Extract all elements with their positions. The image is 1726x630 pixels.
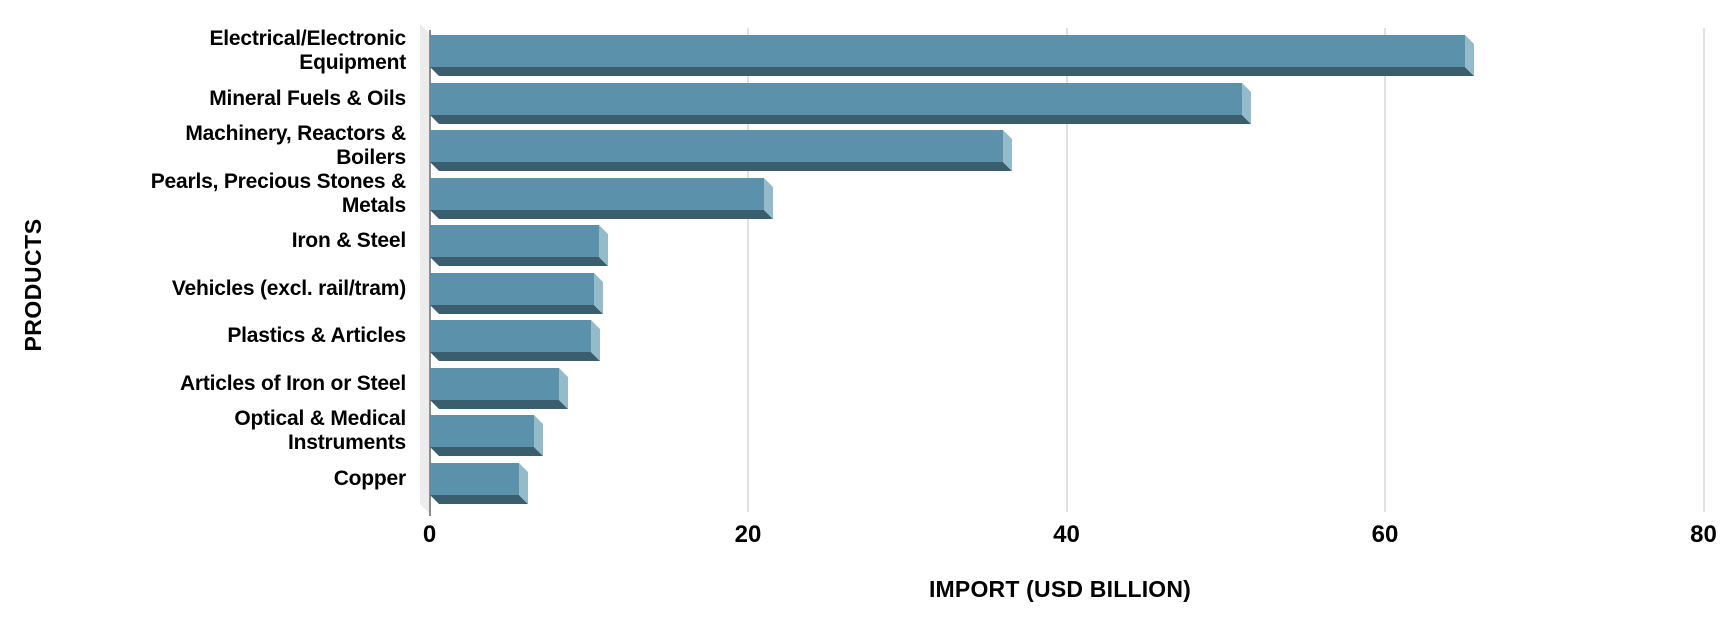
category-label-iron-steel: Iron & Steel [0,217,406,265]
bar-mineral-fuels-oils [430,82,1243,115]
category-label-line: Mineral Fuels & Oils [209,86,406,110]
gridline-x-20 [747,28,749,512]
x-tick-label-60: 60 [1371,521,1399,548]
category-label-line: Instruments [288,431,406,455]
category-label-plastics-articles: Plastics & Articles [0,312,406,360]
bar-optical-medical-instruments [430,415,534,448]
category-label-line: Plastics & Articles [227,324,406,348]
category-label-line: Iron & Steel [291,229,406,253]
category-label-vehicles-excl-rail-tram: Vehicles (excl. rail/tram) [0,265,406,313]
bar-iron-steel [430,225,599,258]
category-label-line: Machinery, Reactors & [185,122,406,146]
bar-electrical-electronic-equipment [430,35,1466,67]
category-label-line: Metals [341,193,406,217]
category-label-mineral-fuels-oils: Mineral Fuels & Oils [0,75,406,123]
category-label-machinery-reactors-boilers: Machinery, Reactors & Boilers [0,122,406,170]
bar-plastics-articles [430,320,591,353]
category-label-line: Boilers [336,146,406,170]
category-label-electrical-electronic-equipment: Electrical/Electronic Equipment [0,27,406,75]
bar-articles-of-iron-or-steel [430,367,559,400]
category-label-articles-of-iron-or-steel: Articles of Iron or Steel [0,360,406,408]
gridline-x-80 [1702,28,1705,512]
category-label-line: Copper [333,466,407,490]
category-label-pearls-precious-stones-metals: Pearls, Precious Stones & Metals [0,170,406,218]
bar-machinery-reactors-boilers [430,130,1004,163]
category-label-line: Pearls, Precious Stones & [150,169,406,193]
category-label-line: Optical & Medical [234,407,406,431]
category-label-line: Equipment [299,51,406,74]
category-label-line: Vehicles (excl. rail/tram) [171,276,406,300]
category-label-line: Electrical/Electronic [209,27,406,50]
x-tick-label-0: 0 [422,521,437,548]
gridline-x-40 [1065,28,1068,512]
bar-vehicles-excl-rail-tram [430,272,595,305]
category-label-optical-medical-instruments: Optical & Medical Instruments [0,407,406,455]
x-axis-title: IMPORT (USD BILLION) [928,576,1192,602]
x-tick-label-40: 40 [1053,521,1080,548]
bar-copper [430,462,520,495]
bar-pearls-precious-stones-metals [430,177,765,210]
x-tick-label-80: 80 [1690,521,1717,548]
category-label-copper: Copper [0,455,407,503]
gridline-x-60 [1384,28,1386,512]
x-tick-label-20: 20 [734,521,762,548]
y-axis-wall [420,24,429,513]
category-label-line: Articles of Iron or Steel [179,371,406,395]
